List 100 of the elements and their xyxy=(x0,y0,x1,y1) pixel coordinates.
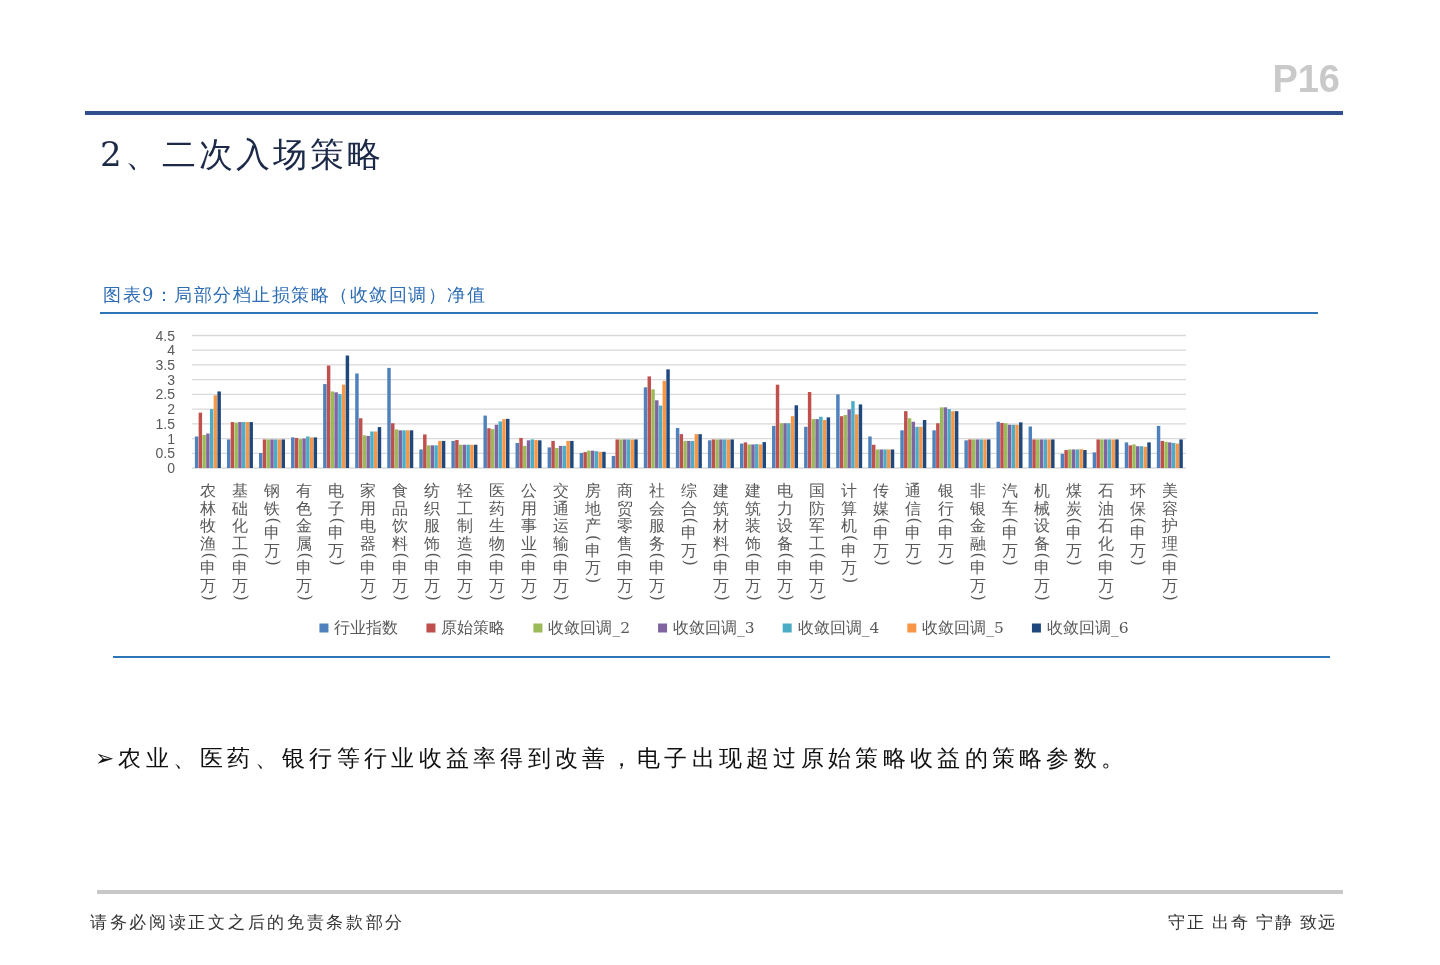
bar xyxy=(419,449,423,468)
bar xyxy=(1079,449,1083,468)
bar xyxy=(666,369,670,468)
bar xyxy=(804,426,808,468)
bar xyxy=(1115,439,1119,468)
x-tick-label: 非银金融(申万) xyxy=(968,481,989,601)
bar xyxy=(1083,450,1087,468)
bar xyxy=(217,391,221,468)
y-tick-label: 3 xyxy=(167,371,176,388)
bar xyxy=(819,416,823,468)
bar xyxy=(719,439,723,468)
bar xyxy=(979,439,983,468)
bar xyxy=(687,440,691,468)
x-tick-label: 社会服务(申万) xyxy=(648,481,668,601)
title: 2、二次入场策略 xyxy=(100,134,384,174)
bar xyxy=(1096,439,1100,468)
y-tick-label: 0.5 xyxy=(155,445,176,462)
bar xyxy=(1179,439,1183,468)
bar xyxy=(698,434,702,468)
bar xyxy=(936,423,940,468)
annotation: 请务必阅读正文之后的免责条款部分 xyxy=(90,912,406,932)
y-tick-label: 0 xyxy=(167,460,176,476)
bar xyxy=(366,435,370,468)
bar xyxy=(983,439,987,468)
y-tick-label: 4 xyxy=(167,342,176,359)
bar xyxy=(851,401,855,468)
bar xyxy=(847,409,851,468)
bar xyxy=(634,439,638,468)
x-tick-label: 纺织服饰(申万) xyxy=(423,481,443,601)
bar xyxy=(519,437,523,468)
legend-label: 收敛回调_5 xyxy=(922,619,1004,637)
x-tick-label: 汽车(申万) xyxy=(1001,481,1021,566)
bar xyxy=(487,428,491,468)
bar xyxy=(234,422,238,468)
bar xyxy=(1000,422,1004,468)
x-tick-label: 电力设备(申万) xyxy=(776,481,796,601)
bar xyxy=(249,422,253,468)
bar xyxy=(1164,441,1168,468)
bar xyxy=(904,411,908,468)
bar xyxy=(202,435,206,468)
bar xyxy=(932,430,936,468)
bar xyxy=(338,394,342,468)
bar xyxy=(868,436,872,468)
bar xyxy=(730,439,734,468)
bar xyxy=(715,439,719,468)
y-tick-label: 1 xyxy=(167,430,176,447)
bar xyxy=(1168,442,1172,468)
legend-label: 收敛回调_4 xyxy=(797,619,880,637)
bar xyxy=(583,452,587,468)
x-tick-label: 轻工制造(申万) xyxy=(456,481,476,601)
bar xyxy=(534,440,538,468)
bar xyxy=(334,392,338,468)
x-tick-label: 家用电器(申万) xyxy=(359,481,379,601)
bar xyxy=(566,440,570,468)
x-tick-label: 基础化工(申万) xyxy=(231,481,251,601)
bar xyxy=(402,430,406,468)
bar xyxy=(615,439,619,468)
bar xyxy=(655,400,659,468)
bar xyxy=(238,422,242,468)
bar xyxy=(883,449,887,468)
x-tick-label: 公用事业(申万) xyxy=(520,481,540,601)
x-tick-label: 环保(申万) xyxy=(1129,481,1149,566)
bar xyxy=(772,425,776,468)
bar xyxy=(1132,444,1136,468)
legend-label: 收敛回调_2 xyxy=(548,619,631,637)
bar xyxy=(451,440,455,468)
x-tick-label: 钢铁(申万) xyxy=(263,481,283,566)
bar xyxy=(1111,439,1115,468)
bar xyxy=(1015,424,1019,468)
annotation: 守正 出奇 宁静 致远 xyxy=(1168,912,1337,932)
legend-label: 收敛回调_6 xyxy=(1046,619,1129,637)
x-tick-label: 煤炭(申万) xyxy=(1065,481,1085,566)
x-tick-label: 农林牧渔(申万) xyxy=(199,481,219,601)
bar xyxy=(470,444,474,468)
x-tick-label: 建筑材料(申万) xyxy=(712,481,732,601)
bar xyxy=(206,433,210,468)
bar xyxy=(915,426,919,468)
legend-label: 原始策略 xyxy=(441,619,506,637)
bar xyxy=(387,367,391,468)
bar xyxy=(483,415,487,468)
bar xyxy=(502,419,506,468)
bar xyxy=(783,423,787,468)
bar xyxy=(551,440,555,468)
bar xyxy=(498,421,502,468)
bar xyxy=(1100,439,1104,468)
legend-label: 收敛回调_3 xyxy=(673,619,755,637)
x-tick-label: 综合(申万) xyxy=(680,481,700,566)
bar xyxy=(996,421,1000,468)
bar xyxy=(291,437,295,468)
bar xyxy=(455,440,459,468)
bar xyxy=(406,430,410,468)
bar xyxy=(919,426,923,468)
bar xyxy=(815,419,819,468)
bar xyxy=(1147,442,1151,468)
bar xyxy=(1047,439,1051,468)
bar xyxy=(355,373,359,468)
bar xyxy=(947,409,951,468)
bar xyxy=(423,434,427,468)
bar xyxy=(751,444,755,468)
bar xyxy=(270,439,274,468)
